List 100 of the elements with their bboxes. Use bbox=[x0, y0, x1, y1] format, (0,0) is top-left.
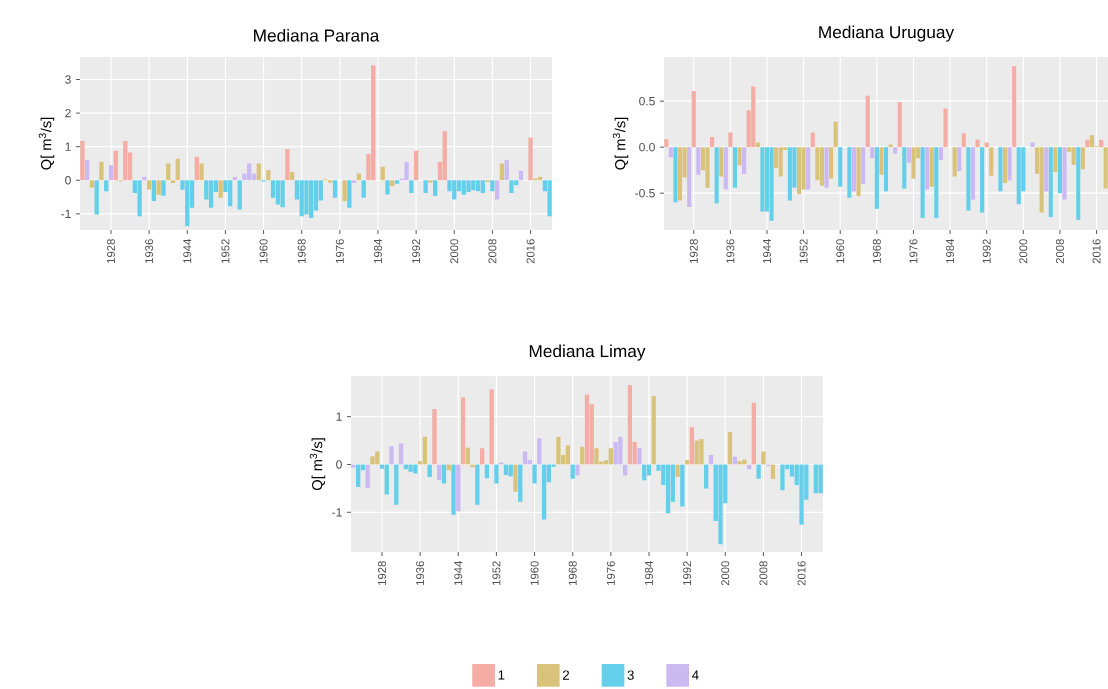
bar bbox=[760, 147, 765, 212]
bar bbox=[541, 464, 547, 520]
bar bbox=[537, 438, 542, 465]
bar bbox=[156, 180, 161, 195]
bar bbox=[879, 147, 884, 175]
bar bbox=[565, 445, 571, 465]
bar bbox=[668, 147, 673, 158]
bar bbox=[427, 464, 432, 477]
chart-title: Mediana Limay bbox=[529, 344, 646, 361]
y-axis-title: Q[ m$^{3}$/s] bbox=[38, 117, 55, 170]
x-tick-label: 1944 bbox=[454, 561, 463, 585]
x-tick-label: 1960 bbox=[836, 239, 845, 263]
x-tick-label: 2000 bbox=[1019, 239, 1028, 264]
bar bbox=[813, 464, 818, 494]
bar bbox=[199, 163, 204, 181]
bar bbox=[556, 436, 561, 465]
bar bbox=[89, 180, 95, 188]
bar bbox=[646, 464, 652, 476]
x-tick-label: 2016 bbox=[797, 561, 806, 586]
bar bbox=[108, 165, 114, 181]
bar bbox=[920, 147, 925, 219]
x-tick-label: 1936 bbox=[726, 239, 735, 263]
bar bbox=[532, 464, 537, 484]
bar bbox=[737, 147, 742, 166]
bar bbox=[856, 147, 861, 196]
x-tick-label: 1984 bbox=[373, 239, 382, 263]
bar bbox=[1053, 147, 1058, 173]
bar bbox=[166, 163, 171, 181]
bar bbox=[699, 439, 704, 465]
bar bbox=[570, 464, 575, 479]
x-tick-label: 1976 bbox=[606, 561, 615, 585]
x-tick-label: 1992 bbox=[683, 561, 692, 585]
bar bbox=[422, 436, 428, 465]
x-tick-label: 1936 bbox=[416, 561, 425, 585]
chart-title: Mediana Parana bbox=[254, 28, 380, 42]
bar bbox=[975, 139, 980, 148]
bar bbox=[642, 464, 647, 481]
x-tick-label: 1952 bbox=[221, 239, 230, 263]
bar bbox=[970, 147, 976, 200]
bar bbox=[680, 464, 685, 507]
bar bbox=[1039, 147, 1044, 213]
x-tick-label: 2008 bbox=[1055, 239, 1064, 264]
bar bbox=[1099, 139, 1104, 148]
bar bbox=[104, 180, 109, 192]
bar bbox=[170, 180, 176, 183]
bar bbox=[1007, 147, 1012, 181]
bar bbox=[710, 137, 715, 148]
y-axis-title: Q[ m$^{3}$/s] bbox=[612, 117, 629, 170]
bar bbox=[897, 102, 902, 148]
bar bbox=[687, 147, 692, 207]
y-axis-title: Q[ m$^{3}$/s] bbox=[309, 438, 326, 491]
bar bbox=[432, 408, 437, 465]
bar bbox=[332, 180, 338, 198]
bar bbox=[394, 180, 400, 184]
bar bbox=[806, 147, 811, 190]
legend-label: 4 bbox=[692, 670, 699, 680]
bar bbox=[874, 147, 879, 209]
bar bbox=[528, 137, 533, 181]
bar bbox=[883, 147, 889, 192]
bar bbox=[237, 180, 242, 210]
bar bbox=[851, 147, 857, 192]
bar bbox=[460, 397, 466, 465]
bar bbox=[398, 443, 404, 465]
x-tick-label: 1968 bbox=[568, 561, 577, 585]
bar bbox=[847, 147, 852, 198]
bar bbox=[1044, 147, 1049, 192]
legend-label: 3 bbox=[627, 670, 634, 680]
bar bbox=[494, 464, 499, 484]
bar bbox=[1089, 135, 1095, 148]
bar bbox=[902, 147, 907, 189]
x-tick-label: 2008 bbox=[488, 239, 497, 264]
bar bbox=[737, 461, 742, 465]
bar bbox=[966, 147, 971, 211]
bar bbox=[911, 147, 916, 179]
bar bbox=[1062, 147, 1067, 200]
bar bbox=[466, 180, 471, 193]
bar bbox=[490, 180, 495, 192]
x-tick-label: 1944 bbox=[763, 239, 771, 263]
bar bbox=[495, 180, 500, 200]
bar bbox=[328, 180, 333, 183]
bar bbox=[513, 464, 518, 492]
bar bbox=[957, 147, 962, 172]
bar bbox=[380, 166, 385, 181]
bar bbox=[409, 180, 414, 194]
legend-label: 2 bbox=[562, 670, 570, 680]
bar bbox=[442, 130, 447, 181]
y-tick-label: 1 bbox=[336, 412, 342, 421]
bar bbox=[161, 180, 166, 196]
bar bbox=[389, 446, 394, 465]
bar bbox=[361, 180, 366, 198]
bar bbox=[677, 147, 683, 201]
bar bbox=[518, 170, 524, 181]
bar bbox=[1080, 147, 1085, 170]
bar bbox=[746, 464, 752, 470]
bar bbox=[475, 180, 481, 192]
x-tick-label: 2008 bbox=[759, 561, 768, 586]
bar bbox=[1071, 147, 1076, 165]
bar bbox=[194, 156, 199, 181]
bar bbox=[385, 180, 390, 195]
bar bbox=[705, 147, 710, 188]
